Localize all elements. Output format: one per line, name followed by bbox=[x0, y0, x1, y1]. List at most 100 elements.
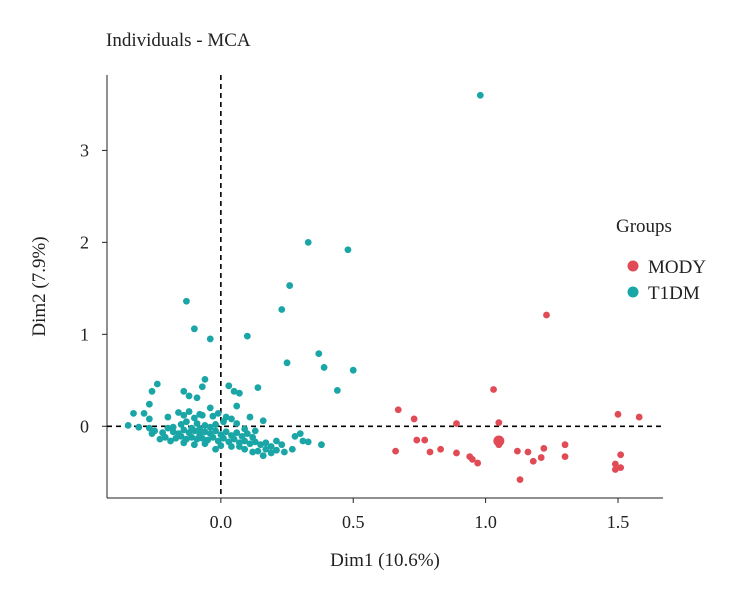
point-t1dm bbox=[164, 413, 172, 421]
point-mody bbox=[537, 454, 545, 461]
point-t1dm bbox=[180, 439, 188, 447]
point-t1dm bbox=[190, 441, 198, 449]
point-t1dm bbox=[288, 445, 296, 453]
point-t1dm bbox=[228, 443, 235, 450]
point-mody bbox=[468, 455, 476, 463]
point-t1dm bbox=[212, 445, 219, 453]
point-t1dm bbox=[259, 452, 267, 460]
point-mody bbox=[474, 459, 482, 467]
legend-marker-t1dm bbox=[627, 286, 639, 298]
legend-marker-mody bbox=[627, 260, 639, 272]
point-t1dm bbox=[180, 426, 188, 434]
point-t1dm bbox=[196, 425, 204, 433]
point-t1dm bbox=[164, 424, 172, 432]
point-mody bbox=[453, 449, 460, 457]
point-mody bbox=[540, 444, 548, 452]
point-t1dm bbox=[201, 375, 209, 383]
point-t1dm bbox=[183, 297, 190, 305]
point-t1dm bbox=[262, 439, 270, 447]
x-axis-label: Dim1 (10.6%) bbox=[330, 550, 440, 571]
point-t1dm bbox=[318, 441, 325, 449]
point-t1dm bbox=[262, 445, 270, 453]
legend: Groups MODY T1DM bbox=[616, 216, 706, 304]
point-mody bbox=[561, 453, 569, 461]
point-mody bbox=[561, 441, 569, 449]
x-tick-label: 0.0 bbox=[210, 512, 233, 532]
point-t1dm bbox=[183, 418, 190, 426]
point-t1dm bbox=[254, 384, 262, 392]
point-t1dm bbox=[267, 449, 275, 457]
point-t1dm bbox=[180, 387, 188, 395]
point-t1dm bbox=[193, 394, 201, 402]
point-t1dm bbox=[476, 91, 484, 99]
point-t1dm bbox=[156, 435, 164, 443]
point-t1dm bbox=[273, 437, 280, 445]
point-t1dm bbox=[259, 417, 267, 425]
point-t1dm bbox=[206, 335, 214, 343]
axis-ticks: 0.0 0.5 1.0 1.5 0 1 2 3 bbox=[80, 140, 629, 532]
point-t1dm bbox=[243, 332, 251, 340]
point-t1dm bbox=[246, 413, 254, 421]
legend-title: Groups bbox=[616, 216, 672, 237]
point-mody bbox=[421, 436, 429, 444]
point-t1dm bbox=[130, 410, 137, 417]
point-t1dm bbox=[188, 424, 196, 432]
point-mody bbox=[611, 460, 619, 468]
point-t1dm bbox=[315, 350, 323, 358]
point-t1dm bbox=[225, 382, 233, 390]
point-t1dm bbox=[220, 418, 227, 426]
point-t1dm bbox=[267, 443, 275, 450]
point-t1dm bbox=[209, 412, 217, 420]
point-t1dm bbox=[278, 441, 286, 449]
point-mody bbox=[529, 457, 537, 465]
point-t1dm bbox=[241, 437, 249, 445]
point-t1dm bbox=[299, 437, 307, 445]
point-mody bbox=[524, 448, 532, 456]
point-t1dm bbox=[198, 383, 206, 391]
point-mody bbox=[614, 410, 622, 418]
point-t1dm bbox=[135, 423, 143, 431]
point-t1dm bbox=[177, 421, 185, 428]
y-axis-label: Dim2 (7.9%) bbox=[29, 236, 50, 336]
point-mody bbox=[635, 413, 643, 421]
point-t1dm bbox=[148, 387, 156, 395]
point-t1dm bbox=[230, 387, 238, 395]
point-t1dm bbox=[198, 434, 206, 442]
point-t1dm bbox=[320, 364, 328, 371]
point-t1dm bbox=[233, 402, 241, 410]
point-t1dm bbox=[140, 410, 148, 417]
point-t1dm bbox=[209, 433, 217, 441]
legend-label-t1dm: T1DM bbox=[648, 283, 700, 304]
point-mody bbox=[453, 420, 460, 427]
point-t1dm bbox=[169, 423, 177, 431]
point-t1dm bbox=[180, 411, 188, 419]
point-mody bbox=[413, 436, 421, 444]
x-tick-label: 1.5 bbox=[607, 512, 630, 532]
point-t1dm bbox=[124, 421, 132, 429]
point-mody bbox=[611, 466, 619, 473]
chart-title: Individuals - MCA bbox=[106, 30, 251, 51]
point-mody bbox=[617, 464, 625, 472]
point-t1dm bbox=[344, 246, 352, 254]
point-t1dm bbox=[145, 415, 153, 423]
point-t1dm bbox=[233, 420, 241, 427]
point-t1dm bbox=[280, 448, 288, 456]
point-t1dm bbox=[349, 366, 357, 374]
point-mody bbox=[516, 476, 524, 484]
point-mody bbox=[426, 448, 434, 456]
point-t1dm bbox=[246, 440, 254, 448]
point-t1dm bbox=[228, 415, 235, 423]
point-t1dm bbox=[241, 445, 249, 453]
point-t1dm bbox=[206, 423, 214, 431]
point-mody bbox=[617, 451, 625, 459]
point-t1dm bbox=[304, 438, 312, 446]
point-t1dm bbox=[278, 306, 286, 313]
point-t1dm bbox=[251, 427, 259, 435]
point-t1dm bbox=[212, 427, 219, 435]
point-t1dm bbox=[175, 409, 182, 416]
y-tick-label: 2 bbox=[80, 232, 89, 252]
point-t1dm bbox=[254, 447, 262, 455]
point-t1dm bbox=[185, 392, 193, 400]
point-t1dm bbox=[201, 440, 209, 448]
point-mody bbox=[394, 406, 402, 414]
